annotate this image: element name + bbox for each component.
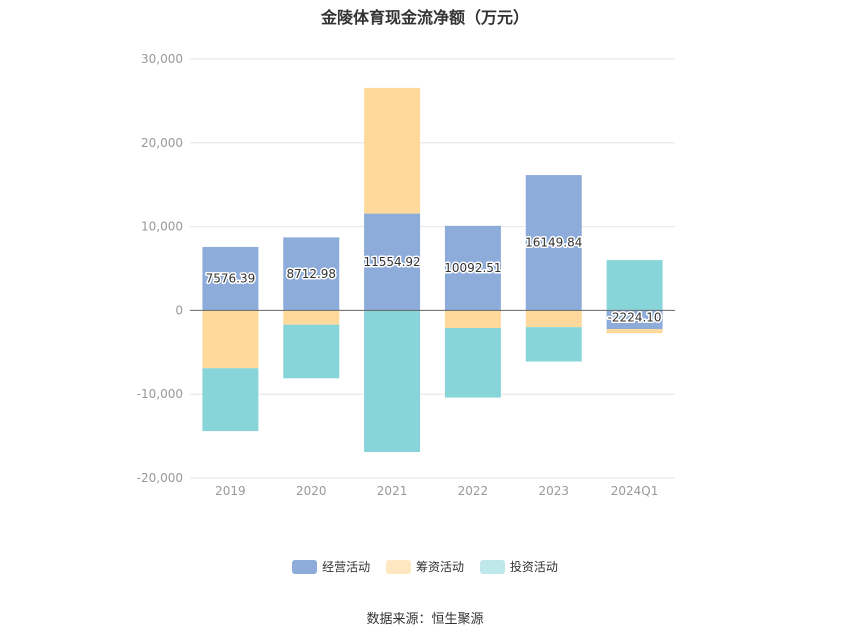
- x-tick-label: 2023: [538, 484, 569, 498]
- y-tick-label: 30,000: [141, 52, 183, 66]
- bar-operating-2020: [283, 237, 340, 311]
- y-tick-label: 20,000: [141, 136, 183, 150]
- data-label: 16149.84: [525, 236, 582, 250]
- data-label: 11554.92: [363, 255, 420, 269]
- bar-investing-2021: [364, 310, 421, 453]
- x-axis-ticks: 2019 2020 2021 2022 2023 2024Q1: [215, 484, 658, 498]
- bar-operating-2019: [202, 246, 259, 311]
- y-axis-ticks: 30,000 20,000 10,000 0 -10,000 -20,000: [137, 52, 183, 485]
- bar-investing-2019: [202, 368, 259, 432]
- legend-label-operating: 经营活动: [322, 560, 371, 574]
- gridlines: [190, 58, 675, 479]
- x-tick-label: 2024Q1: [611, 484, 659, 498]
- data-labels: 7576.39 8712.98 11554.92 10092.51 16149.84 -2…: [204, 234, 663, 326]
- y-tick-label: -10,000: [137, 387, 183, 401]
- bar-investing-2024Q1: [606, 260, 663, 311]
- legend: 经营活动 筹资活动 投资活动: [0, 558, 850, 575]
- bar-operating-2022: [444, 225, 501, 311]
- data-source: 数据来源：恒生聚源: [366, 612, 484, 627]
- bar-operating-2024Q1: [606, 310, 663, 330]
- chart-title: 金陵体育现金流净额（万元）: [320, 8, 529, 27]
- legend-swatch-financing: [385, 559, 411, 574]
- legend-swatch-operating: [292, 559, 318, 574]
- data-label: -2224.10: [608, 310, 662, 324]
- legend-item-investing[interactable]: 投资活动: [479, 558, 558, 575]
- y-tick-label: 10,000: [141, 220, 183, 234]
- legend-item-financing[interactable]: 筹资活动: [385, 558, 464, 575]
- y-tick-label: -20,000: [137, 471, 183, 485]
- y-tick-label: 0: [175, 303, 183, 317]
- x-tick-label: 2022: [458, 484, 489, 498]
- bar-investing-2023: [525, 327, 582, 362]
- bar-financing-2023: [525, 310, 582, 328]
- legend-item-operating[interactable]: 经营活动: [292, 558, 370, 575]
- data-label: 10092.51: [444, 261, 501, 275]
- legend-label-financing: 筹资活动: [415, 560, 464, 574]
- bar-investing-2022: [444, 327, 501, 398]
- bar-financing-2022: [444, 310, 501, 328]
- x-tick-label: 2020: [296, 484, 327, 498]
- legend-label-investing: 投资活动: [509, 560, 558, 574]
- bar-financing-2021: [364, 87, 421, 214]
- x-tick-label: 2019: [215, 484, 246, 498]
- legend-swatch-investing: [479, 559, 505, 574]
- data-label: 8712.98: [286, 267, 336, 281]
- data-label: 7576.39: [206, 272, 256, 286]
- x-tick-label: 2021: [377, 484, 408, 498]
- bar-operating-2021: [364, 213, 421, 311]
- bar-investing-2020: [283, 324, 340, 379]
- bar-financing-2019: [202, 310, 259, 369]
- bar-financing-2024Q1: [606, 329, 663, 334]
- bar-operating-2023: [525, 175, 582, 311]
- bar-financing-2020: [283, 310, 340, 325]
- bars: [202, 87, 663, 453]
